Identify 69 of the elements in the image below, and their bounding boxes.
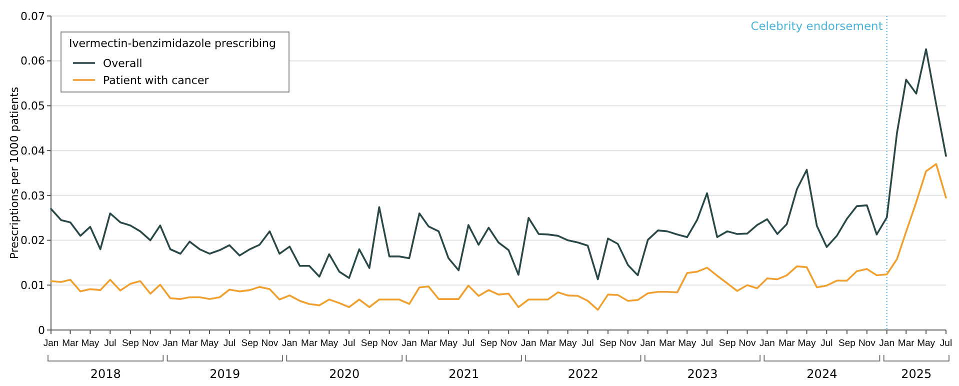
x-tick-label: Mar	[420, 338, 437, 349]
x-tick-label: Mar	[301, 338, 318, 349]
x-tick-label: May	[917, 338, 936, 349]
x-tick-label: Jul	[462, 338, 475, 349]
x-tick-label: Nov	[380, 338, 398, 349]
x-tick-label: Nov	[142, 338, 160, 349]
y-tick-label: 0.07	[20, 10, 45, 23]
text: 2025	[901, 367, 932, 381]
y-tick-label: 0.02	[20, 234, 45, 248]
legend-title: Ivermectin-benzimidazole prescribing	[69, 37, 276, 50]
text: 2024	[806, 367, 838, 381]
x-tick-label: May	[798, 338, 816, 349]
x-tick-label: May	[320, 338, 338, 349]
y-tick-label: 0.01	[20, 278, 45, 292]
y-axis-title: Prescriptions per 1000 patients	[8, 86, 21, 260]
x-tick-label: Sep	[600, 338, 616, 349]
text: 2023	[687, 367, 718, 381]
x-tick-label: Sep	[480, 338, 498, 349]
x-tick-label: Jan	[640, 338, 656, 349]
x-tick-label: Jan	[43, 338, 59, 349]
x-tick-label: May	[558, 338, 578, 349]
x-tick-label: Jan	[402, 338, 417, 349]
x-tick-label: Mar	[181, 338, 198, 349]
x-tick-label: Jul	[343, 338, 356, 349]
x-tick-label: Nov	[738, 338, 756, 349]
text: 2021	[448, 367, 480, 381]
x-tick-label: Mar	[658, 338, 676, 349]
y-tick-label: 0	[38, 324, 45, 337]
text: 2019	[210, 367, 240, 381]
x-tick-label: Jan	[879, 338, 894, 349]
x-tick-label: Jul	[223, 338, 236, 349]
x-tick-label: Mar	[62, 338, 78, 349]
x-tick-label: Jan	[282, 338, 298, 349]
x-tick-label: Sep	[122, 338, 139, 349]
x-tick-label: Jul	[700, 338, 714, 349]
text: 2022	[568, 367, 598, 381]
line-series	[50, 163, 947, 311]
x-tick-label: Nov	[500, 338, 518, 349]
x-tick-label: Sep	[838, 338, 856, 349]
text: 2020	[329, 367, 360, 381]
text: 2018	[90, 367, 121, 381]
x-tick-label: Jan	[162, 338, 178, 349]
x-tick-label: Sep	[241, 338, 258, 349]
y-tick-label: 0.05	[20, 100, 45, 113]
line-series	[50, 48, 947, 280]
x-tick-label: Jul	[582, 338, 594, 349]
ref-line-label: Celebrity endorsement	[750, 19, 884, 33]
x-tick-label: Nov	[261, 338, 278, 349]
x-tick-label: Jan	[520, 338, 536, 349]
x-tick-label: Nov	[619, 338, 637, 349]
x-tick-label: May	[678, 338, 696, 349]
x-tick-label: Nov	[858, 338, 876, 349]
x-tick-label: May	[81, 338, 100, 349]
y-tick-label: 0.03	[20, 189, 45, 202]
x-tick-label: Jul	[820, 338, 833, 349]
x-tick-label: Mar	[540, 338, 556, 349]
legend-label: Overall	[103, 56, 142, 70]
x-tick-label: Mar	[778, 338, 795, 349]
x-tick-label: Jul	[940, 338, 952, 349]
legend-label: Patient with cancer	[103, 74, 210, 87]
x-tick-label: Jul	[104, 338, 116, 349]
x-tick-label: May	[200, 338, 219, 349]
x-tick-label: May	[440, 338, 458, 349]
x-tick-label: Mar	[898, 338, 914, 349]
y-tick-label: 0.04	[20, 144, 45, 158]
x-tick-label: Sep	[718, 338, 736, 349]
x-tick-label: Sep	[360, 338, 378, 349]
x-tick-label: Jan	[760, 338, 775, 349]
y-tick-label: 0.06	[20, 54, 45, 68]
